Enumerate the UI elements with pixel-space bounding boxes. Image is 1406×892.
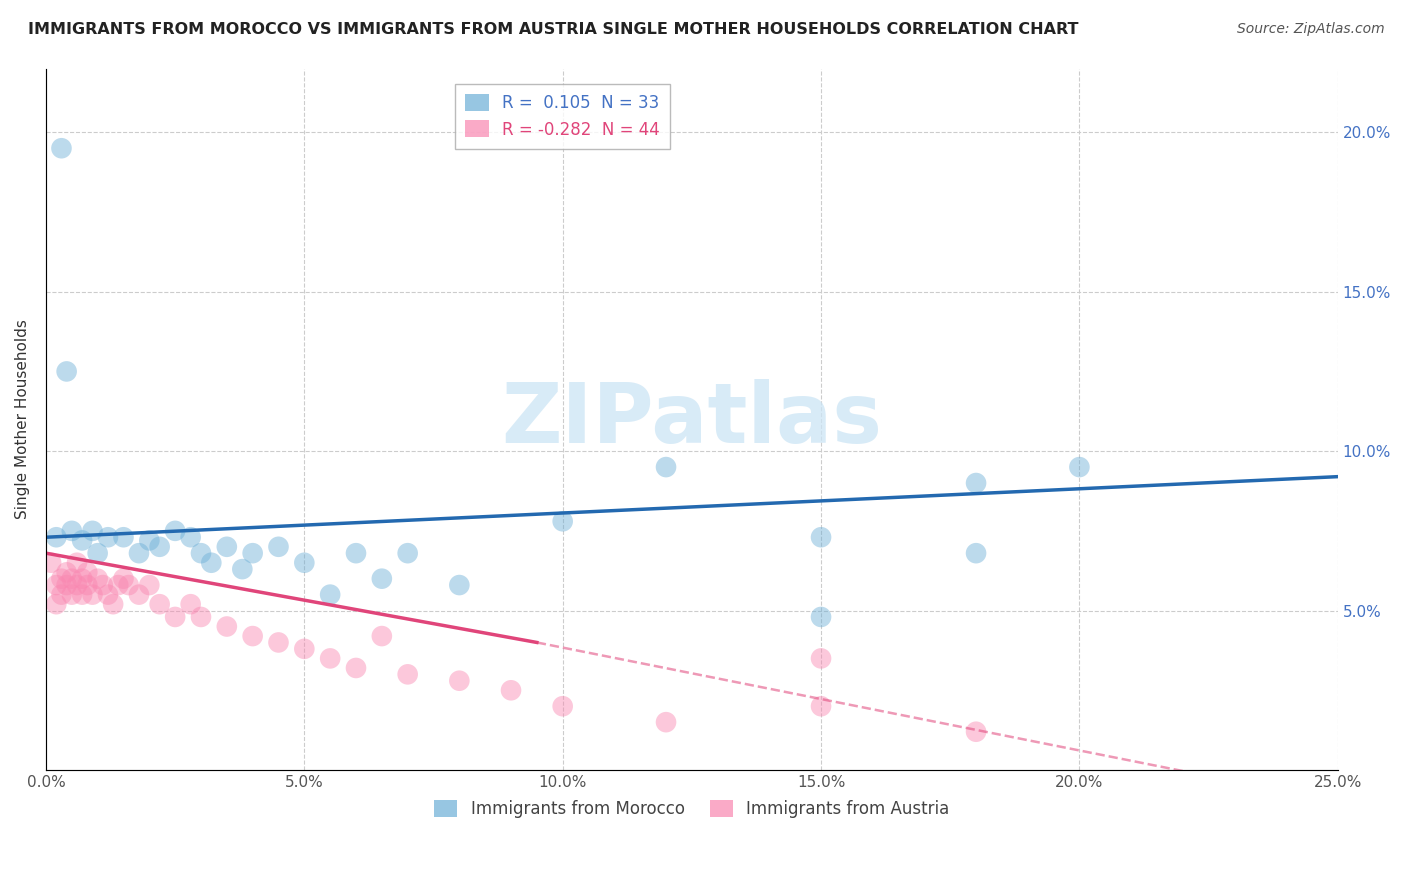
Point bbox=[112, 530, 135, 544]
Point bbox=[396, 546, 419, 560]
Point bbox=[810, 530, 832, 544]
Point bbox=[655, 715, 678, 730]
Point bbox=[70, 572, 93, 586]
Point bbox=[242, 629, 264, 643]
Point bbox=[112, 572, 135, 586]
Y-axis label: Single Mother Households: Single Mother Households bbox=[15, 319, 30, 519]
Point bbox=[1069, 460, 1091, 475]
Point bbox=[180, 597, 202, 611]
Point bbox=[267, 540, 290, 554]
Point bbox=[66, 556, 89, 570]
Point bbox=[76, 566, 98, 580]
Point bbox=[70, 588, 93, 602]
Point bbox=[117, 578, 139, 592]
Point bbox=[292, 556, 315, 570]
Point bbox=[45, 597, 67, 611]
Point bbox=[107, 578, 129, 592]
Point bbox=[55, 364, 77, 378]
Point bbox=[128, 546, 150, 560]
Point bbox=[965, 546, 987, 560]
Point bbox=[449, 578, 471, 592]
Point bbox=[70, 533, 93, 548]
Point bbox=[215, 540, 238, 554]
Legend: Immigrants from Morocco, Immigrants from Austria: Immigrants from Morocco, Immigrants from… bbox=[427, 793, 956, 825]
Point bbox=[449, 673, 471, 688]
Point bbox=[101, 597, 124, 611]
Point bbox=[242, 546, 264, 560]
Point bbox=[97, 530, 120, 544]
Point bbox=[810, 651, 832, 665]
Point bbox=[51, 588, 73, 602]
Point bbox=[190, 610, 212, 624]
Text: Source: ZipAtlas.com: Source: ZipAtlas.com bbox=[1237, 22, 1385, 37]
Point bbox=[39, 556, 62, 570]
Point bbox=[149, 540, 172, 554]
Point bbox=[371, 572, 394, 586]
Point bbox=[128, 588, 150, 602]
Point bbox=[551, 514, 574, 528]
Point bbox=[267, 635, 290, 649]
Point bbox=[371, 629, 394, 643]
Point bbox=[319, 651, 342, 665]
Point bbox=[810, 699, 832, 714]
Point bbox=[292, 641, 315, 656]
Point bbox=[86, 572, 108, 586]
Point bbox=[82, 524, 104, 538]
Point bbox=[180, 530, 202, 544]
Point bbox=[45, 578, 67, 592]
Point bbox=[231, 562, 253, 576]
Point bbox=[344, 661, 367, 675]
Point bbox=[165, 610, 187, 624]
Point bbox=[319, 588, 342, 602]
Point bbox=[965, 476, 987, 491]
Point bbox=[86, 546, 108, 560]
Point bbox=[55, 566, 77, 580]
Point bbox=[965, 724, 987, 739]
Point bbox=[551, 699, 574, 714]
Point bbox=[149, 597, 172, 611]
Point bbox=[655, 460, 678, 475]
Point bbox=[60, 572, 83, 586]
Point bbox=[60, 588, 83, 602]
Point bbox=[190, 546, 212, 560]
Point bbox=[165, 524, 187, 538]
Point bbox=[82, 588, 104, 602]
Point bbox=[55, 578, 77, 592]
Point bbox=[66, 578, 89, 592]
Point bbox=[91, 578, 114, 592]
Point bbox=[810, 610, 832, 624]
Point bbox=[499, 683, 522, 698]
Point bbox=[76, 578, 98, 592]
Point bbox=[200, 556, 222, 570]
Point bbox=[45, 530, 67, 544]
Point bbox=[51, 141, 73, 155]
Point bbox=[344, 546, 367, 560]
Point bbox=[138, 578, 160, 592]
Point bbox=[51, 572, 73, 586]
Point bbox=[97, 588, 120, 602]
Point bbox=[60, 524, 83, 538]
Text: ZIPatlas: ZIPatlas bbox=[502, 379, 883, 459]
Point bbox=[396, 667, 419, 681]
Point bbox=[138, 533, 160, 548]
Text: IMMIGRANTS FROM MOROCCO VS IMMIGRANTS FROM AUSTRIA SINGLE MOTHER HOUSEHOLDS CORR: IMMIGRANTS FROM MOROCCO VS IMMIGRANTS FR… bbox=[28, 22, 1078, 37]
Point bbox=[215, 619, 238, 633]
